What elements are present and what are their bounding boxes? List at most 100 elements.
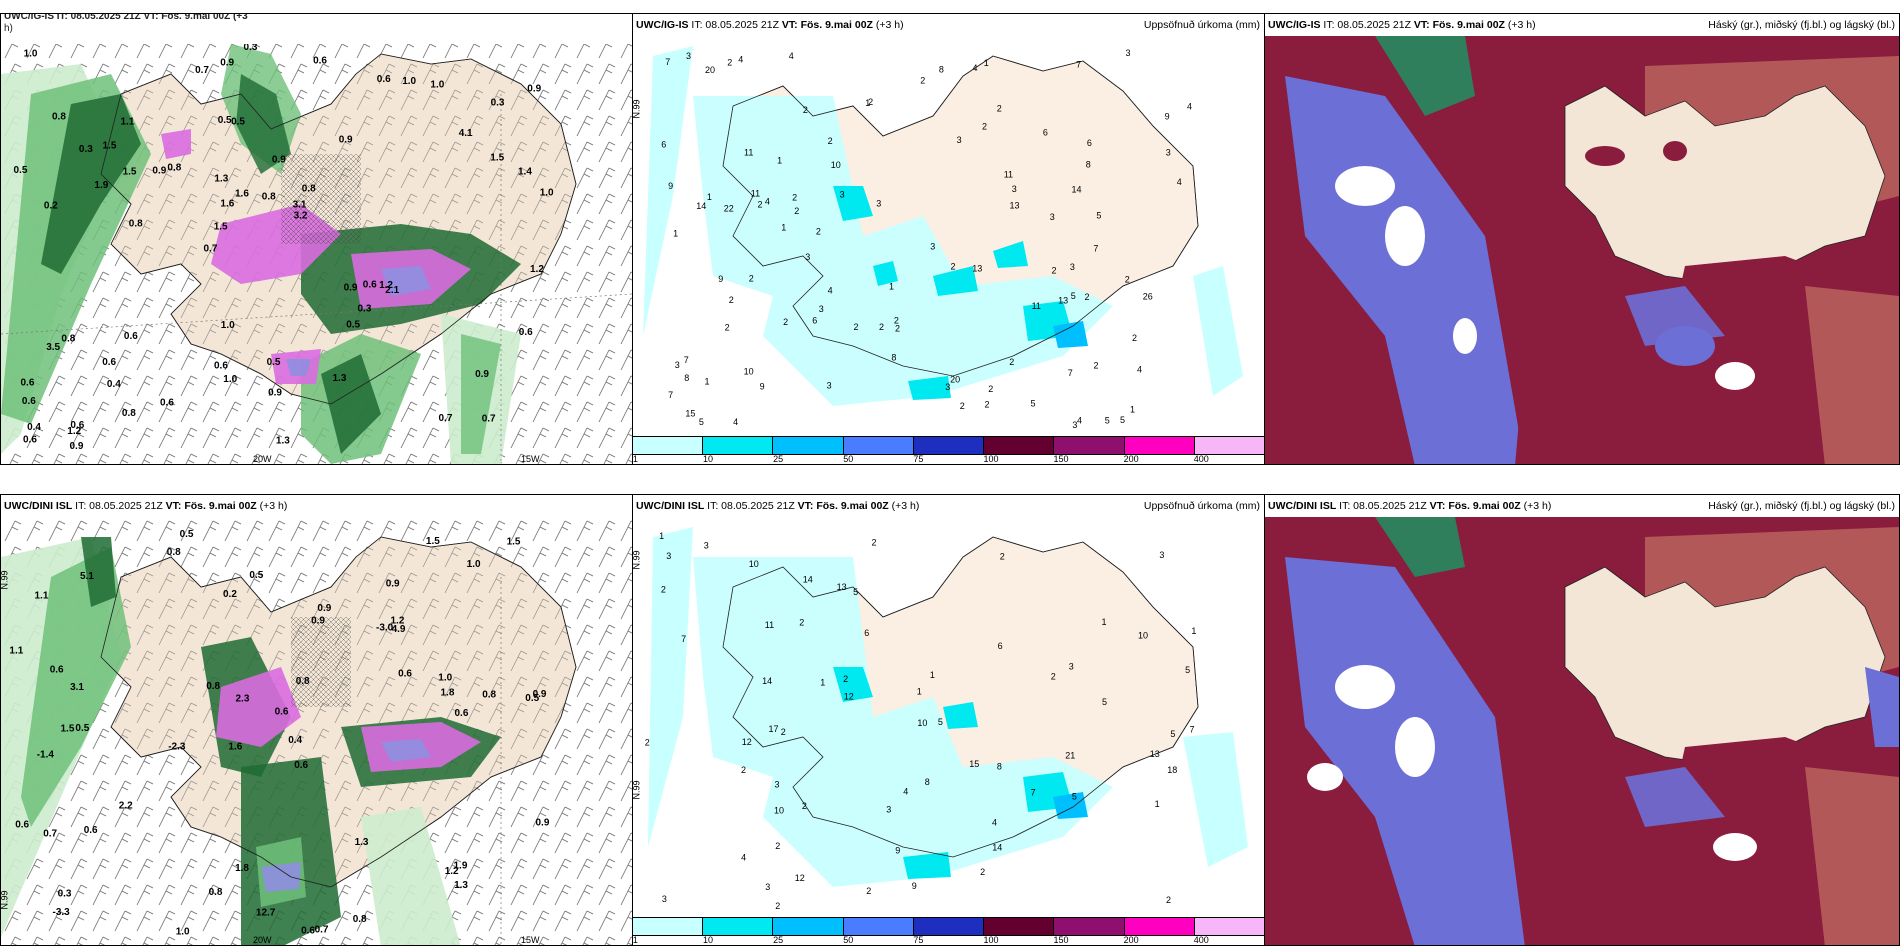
value-label: 8 (939, 65, 944, 75)
value-label: 12 (795, 873, 805, 883)
value-label: 4 (992, 817, 997, 827)
colorbar-swatch (984, 437, 1055, 454)
value-label: 8 (925, 777, 930, 787)
value-label: 1.0 (221, 320, 235, 331)
value-label: 0.3 (244, 42, 258, 53)
cloud-map (1265, 517, 1899, 945)
value-label: 0.9 (536, 818, 550, 829)
value-label: 0.6 (214, 360, 228, 371)
value-label: 9 (895, 846, 900, 856)
value-label: 10 (774, 806, 784, 816)
value-label: 10 (749, 559, 759, 569)
value-label: 3 (1069, 661, 1074, 671)
value-label: 0.9 (527, 83, 541, 94)
value-label: 1.3 (454, 880, 468, 891)
value-label: 1 (930, 670, 935, 680)
value-label: 4 (1077, 415, 1082, 425)
colorbar-label: 100 (983, 935, 999, 945)
value-label: 5 (938, 717, 943, 727)
value-label: 0.4 (27, 422, 41, 433)
value-label: 0.9 (311, 616, 325, 627)
value-label: 1.0 (24, 48, 38, 59)
value-label: 14 (803, 575, 813, 585)
value-label: 15 (969, 759, 979, 769)
colorbar-label: 10 (703, 935, 714, 945)
value-label: 5 (1096, 210, 1101, 220)
value-label: 2 (951, 262, 956, 272)
value-label: 1.5 (490, 152, 504, 163)
colorbar: 1 10 25 50 75 100 150 200 400 (633, 917, 1264, 945)
value-label: 7 (665, 57, 670, 67)
value-label: -3.0 (376, 623, 394, 634)
value-label: 5 (1102, 697, 1107, 707)
colorbar-label: 75 (913, 935, 924, 945)
value-label: 11 (1032, 301, 1041, 311)
value-label: 6 (812, 316, 817, 326)
value-label: 2 (799, 618, 804, 628)
panel-header: UWC/IG-IS IT: 08.05.2025 21Z VT: Fös. 9.… (633, 14, 1264, 36)
value-label: 9 (760, 382, 765, 392)
value-label: 3 (827, 381, 832, 391)
value-label: 2 (758, 200, 763, 210)
value-label: 1.5 (426, 536, 440, 547)
value-label: 2 (988, 384, 993, 394)
value-label: 1.0 (176, 926, 190, 937)
value-label: 14 (1072, 184, 1082, 194)
value-label: 3 (675, 360, 680, 370)
value-label: 3 (957, 135, 962, 145)
panel-right-title: Háský (gr.), miðský (fj.bl.) og lágský (… (1708, 19, 1895, 31)
value-label: 0.3 (58, 888, 72, 899)
value-label: 1.5 (123, 166, 137, 177)
value-label: 2 (775, 901, 780, 911)
panel-vt: VT: Fös. 9.mai 00Z (1429, 500, 1521, 512)
value-label: 12 (742, 737, 752, 747)
value-label: -1.4 (37, 749, 55, 760)
value-label: 0.5 (14, 165, 28, 176)
grid-label-lat: N.99 (632, 99, 642, 119)
panel-title-fragment: UWC/IG-IS IT: 08.05.2025 21Z VT: Fös. 9.… (4, 13, 248, 22)
grid-label-lat: N.99 (0, 890, 10, 910)
value-label: 1.9 (94, 180, 108, 191)
panel-header: UWC/DINI ISL IT: 08.05.2025 21Z VT: Fös.… (1265, 495, 1899, 517)
value-label: 0.6 (160, 398, 174, 409)
value-label: 2 (775, 841, 780, 851)
value-label: 0.9 (268, 388, 282, 399)
value-label: 2 (879, 322, 884, 332)
value-label: 0.9 (317, 603, 331, 614)
value-label: 15 (685, 408, 695, 418)
value-label: 1 (820, 678, 825, 688)
value-label: 0.6 (124, 331, 138, 342)
value-label: 1.5 (61, 723, 75, 734)
value-label: 1.0 (467, 559, 481, 570)
value-label: 4.9 (392, 624, 406, 635)
value-label: 14 (696, 201, 706, 211)
value-label: 20 (950, 375, 960, 385)
value-label: 1.9 (454, 861, 468, 872)
value-label: 2 (868, 97, 873, 107)
value-label: 0.8 (482, 690, 496, 701)
value-label: 13 (837, 582, 847, 592)
value-label: 0.6 (519, 327, 533, 338)
value-label: 26 (1143, 292, 1153, 302)
panel-dini-wind: UWC/DINI ISL IT: 08.05.2025 21Z VT: Fös.… (0, 494, 633, 946)
value-label: 10 (1138, 631, 1148, 641)
panel-model: UWC/DINI ISL (636, 500, 705, 512)
value-label: 0.8 (296, 676, 310, 687)
value-label: 2 (1125, 274, 1130, 284)
value-label: 11 (744, 148, 753, 158)
value-label: 3 (945, 382, 950, 392)
value-label: 0.8 (206, 681, 220, 692)
value-label: 0.6 (398, 668, 412, 679)
value-label: 0.6 (275, 706, 289, 717)
panel-it: IT: 08.05.2025 21Z (75, 500, 163, 512)
colorbar-label: 1 (632, 454, 638, 464)
value-label: 0.5 (249, 570, 263, 581)
colorbar-swatch (1054, 437, 1125, 454)
value-label: 6 (661, 140, 666, 150)
value-label: 0.5 (525, 693, 539, 704)
value-label: 0.2 (44, 201, 58, 212)
value-label: 3 (666, 551, 671, 561)
value-label: 0.8 (167, 547, 181, 558)
value-label: 11 (765, 620, 774, 630)
